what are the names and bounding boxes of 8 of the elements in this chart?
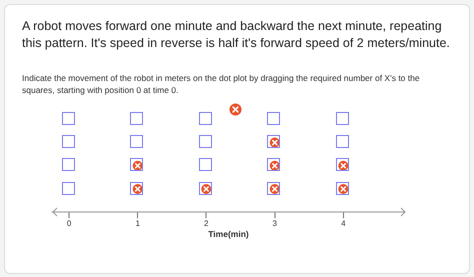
x-tick-label: 1 xyxy=(135,219,140,228)
x-tick-label: 0 xyxy=(66,219,72,228)
x-tick-label: 2 xyxy=(204,219,209,228)
x-tick-label: 4 xyxy=(341,219,346,228)
chart-title: A robot moves forward one minute and backward the next minute, repeating this pattern. It's speed in reverse is half it's forward speed of 2 meters/minute. xyxy=(22,18,451,52)
x-tick-label: 3 xyxy=(272,219,278,228)
x-axis-title: Time(min) xyxy=(208,229,249,240)
chart-subtitle: Indicate the movement of the robot in meters on the dot plot by dragging the required number of X's to the squares, starting with position 0 at time 0. xyxy=(22,72,421,96)
